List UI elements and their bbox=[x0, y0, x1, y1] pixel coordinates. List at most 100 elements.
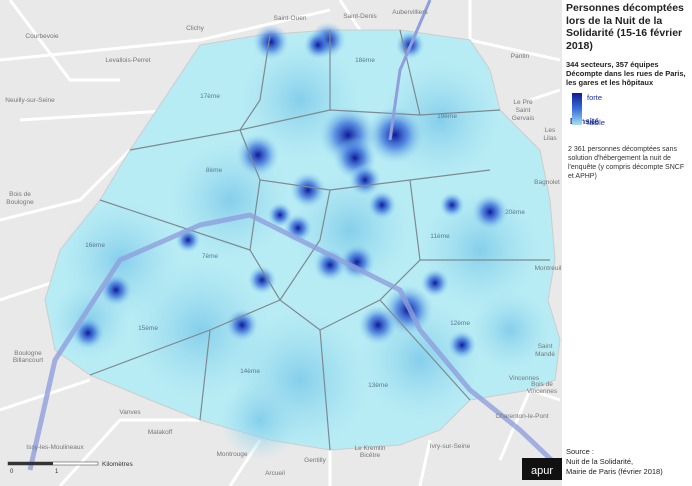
district-boundary bbox=[89, 329, 211, 421]
density-blob bbox=[472, 194, 508, 230]
map-label: Courbevoie bbox=[25, 33, 59, 40]
map-label: Montreuil bbox=[535, 265, 562, 272]
map-label: Charenton-le-Pont bbox=[495, 413, 548, 420]
density-blob bbox=[247, 265, 277, 295]
district-label: 20ème bbox=[505, 209, 525, 216]
density-blob bbox=[99, 273, 133, 307]
map-label: Issy-les-Moulineaux bbox=[26, 444, 84, 451]
district-label: 8ème bbox=[206, 167, 223, 174]
district-boundary bbox=[239, 34, 271, 131]
map-label: Vincennes bbox=[527, 388, 558, 395]
density-blob bbox=[358, 305, 398, 345]
density-blob bbox=[236, 133, 280, 177]
subtitle-line: Décompte dans les rues de Paris, les gar… bbox=[566, 69, 686, 87]
scale-label: 1 bbox=[55, 469, 59, 475]
map-label: Saint bbox=[516, 107, 531, 114]
density-blob bbox=[420, 268, 450, 298]
scale-bar-black bbox=[8, 462, 53, 465]
map-label: Saint bbox=[538, 343, 553, 350]
district-boundary bbox=[319, 179, 421, 331]
map-label: Vanves bbox=[119, 409, 141, 416]
map-label: Malakoff bbox=[148, 429, 173, 436]
map-label: Aubervilliers bbox=[392, 9, 428, 16]
road bbox=[8, 0, 120, 82]
density-blob bbox=[447, 330, 477, 360]
map-label: Pantin bbox=[511, 53, 530, 60]
density-blob bbox=[366, 106, 424, 164]
seine bbox=[27, 212, 562, 472]
density-blob bbox=[253, 24, 289, 60]
map-label: Clichy bbox=[186, 25, 204, 32]
map-label: Lilas bbox=[543, 135, 557, 142]
density-blob bbox=[225, 308, 259, 342]
district-label: 19ème bbox=[437, 113, 457, 120]
title: Personnes décomptées lors de la Nuit de … bbox=[566, 2, 684, 52]
district-label: 13ème bbox=[368, 382, 388, 389]
legend-title: Densité bbox=[570, 117, 599, 126]
map-label: Bicêtre bbox=[360, 452, 381, 459]
scale-label: 0 bbox=[10, 469, 14, 475]
district-boundary bbox=[399, 29, 421, 116]
map-label: Arcueil bbox=[265, 470, 285, 477]
road bbox=[338, 0, 362, 31]
road bbox=[0, 148, 132, 222]
density-soft bbox=[470, 290, 550, 370]
density-blob bbox=[267, 202, 293, 228]
map-label: Montrouge bbox=[216, 451, 247, 458]
map-label: Mandé bbox=[535, 351, 555, 358]
road bbox=[418, 439, 432, 486]
map: Courbevoie Levallois-Perret Clichy Saint-Ou… bbox=[0, 0, 562, 486]
density-blob bbox=[439, 192, 465, 218]
map-label: Les bbox=[545, 127, 556, 134]
map-label: Bagnolet bbox=[534, 179, 560, 186]
legend-low: faible bbox=[587, 118, 605, 127]
legend-high: forte bbox=[587, 93, 603, 102]
note: 2 361 personnes décomptées sans solution… bbox=[568, 146, 685, 180]
district-boundary bbox=[99, 199, 251, 251]
district-boundary bbox=[279, 189, 331, 451]
source: Source : Nuit de la Solidarité, Mairie d… bbox=[566, 447, 692, 477]
density-blob bbox=[303, 30, 333, 60]
district-label: 17ème bbox=[200, 93, 220, 100]
density-soft bbox=[420, 190, 540, 310]
district-label: 11ème bbox=[430, 233, 450, 240]
map-label: Saint-Ouen bbox=[274, 15, 307, 22]
map-label: Levallois-Perret bbox=[105, 57, 150, 64]
district-boundary bbox=[379, 299, 471, 401]
road bbox=[0, 8, 331, 62]
district-label: 12ème bbox=[450, 320, 470, 327]
map-label: Gervais bbox=[512, 115, 535, 122]
canal bbox=[388, 0, 432, 141]
district-label: 15ème bbox=[138, 325, 158, 332]
subtitle-line: 344 secteurs, 357 équipes bbox=[566, 60, 659, 69]
map-label: Boulogne bbox=[14, 350, 42, 357]
map-label: Billancourt bbox=[13, 357, 44, 364]
map-label: Gentilly bbox=[304, 457, 326, 464]
subtitle: 344 secteurs, 357 équipes Décompte dans … bbox=[566, 60, 688, 87]
map-label: Bois de bbox=[531, 381, 553, 388]
district-label: 16ème bbox=[85, 242, 105, 249]
scale-unit: Kilomètres bbox=[102, 461, 133, 468]
source-line: Source : bbox=[566, 447, 594, 456]
density-blob bbox=[71, 316, 105, 350]
map-label: Bois de bbox=[9, 191, 31, 198]
map-label: Vincennes bbox=[509, 375, 540, 382]
map-label: Le Pré bbox=[513, 99, 533, 106]
source-line: Mairie de Paris (février 2018) bbox=[566, 467, 663, 476]
density-blob bbox=[348, 163, 382, 197]
map-label: Ivry-sur-Seine bbox=[430, 443, 471, 450]
district-label: 14ème bbox=[240, 368, 260, 375]
source-line: Nuit de la Solidarité, bbox=[566, 457, 634, 466]
side-panel: Personnes décomptées lors de la Nuit de … bbox=[562, 0, 692, 486]
density-blob bbox=[367, 190, 397, 220]
legend-ramp bbox=[572, 93, 582, 125]
road bbox=[529, 88, 561, 102]
map-label: Boulogne bbox=[6, 199, 34, 206]
logo: apur bbox=[531, 465, 553, 477]
district-label: 7ème bbox=[202, 253, 219, 260]
district-label: 18ème bbox=[355, 57, 375, 64]
logo-box bbox=[522, 458, 562, 480]
map-label: Le Kremlin bbox=[354, 445, 385, 452]
map-label: Neuilly-sur-Seine bbox=[5, 97, 55, 104]
